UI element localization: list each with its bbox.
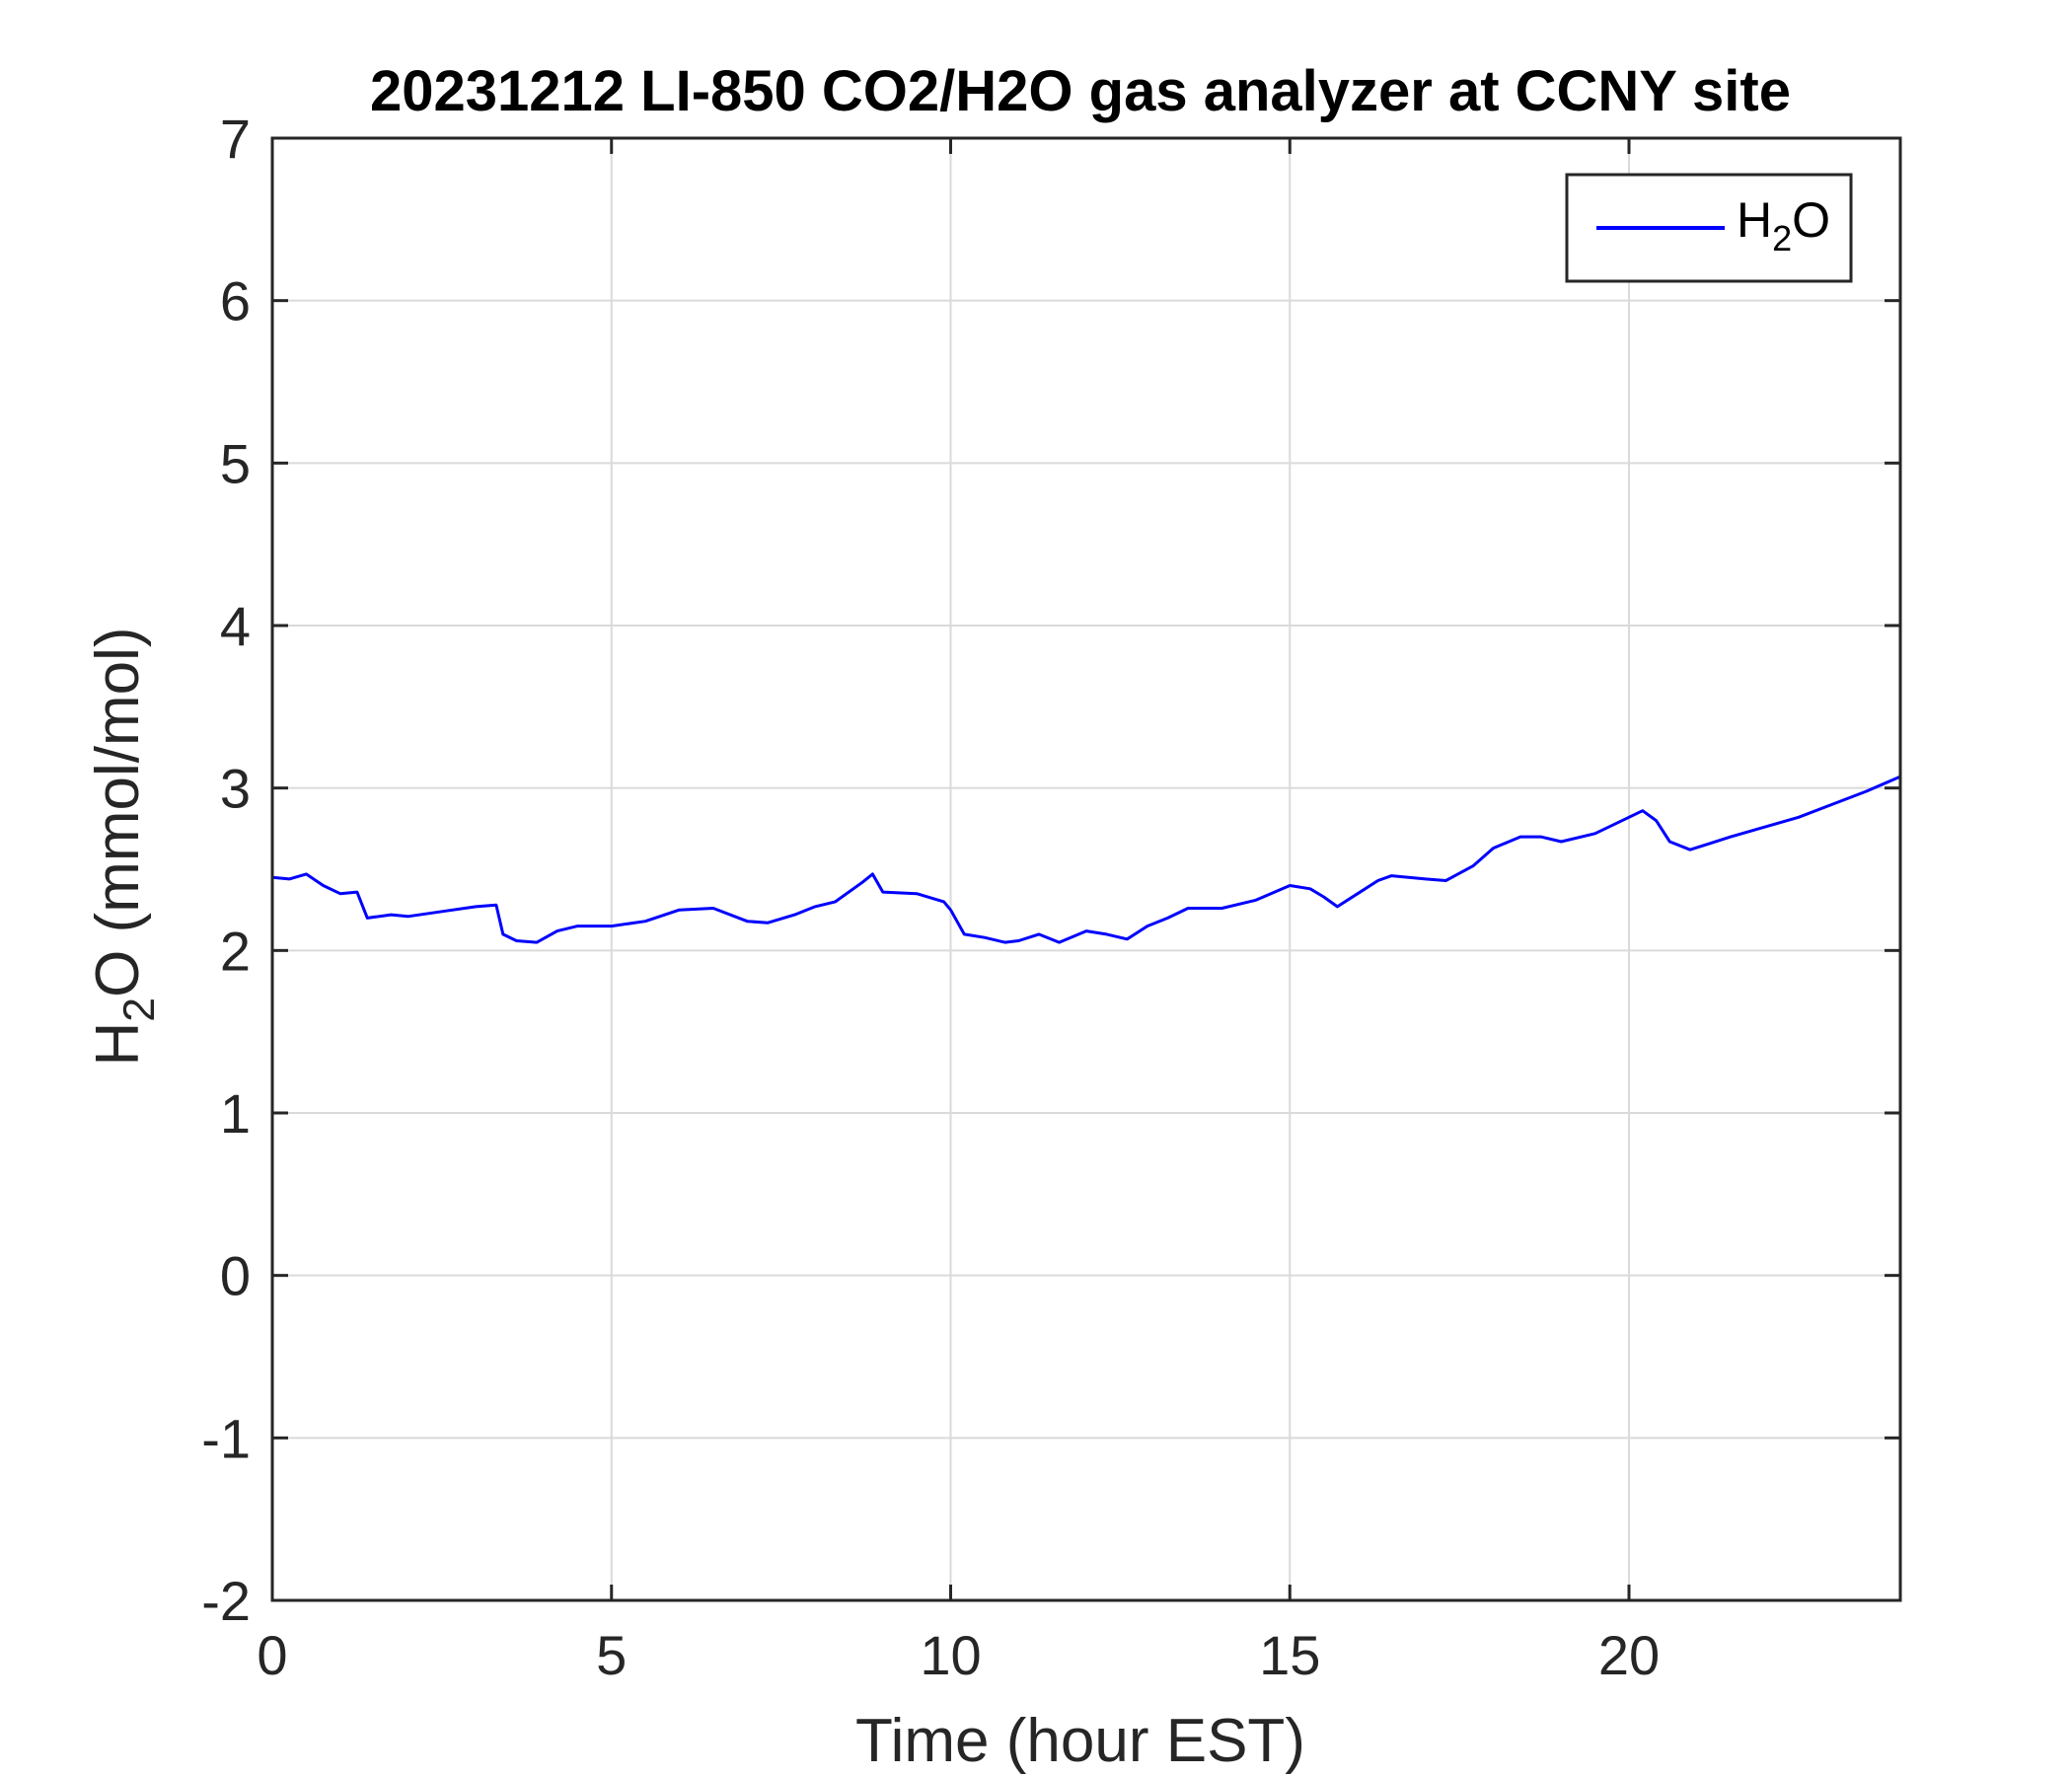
legend-label-main: H bbox=[1737, 192, 1772, 248]
legend-label-subscript: 2 bbox=[1772, 218, 1792, 259]
x-axis-label: Time (hour EST) bbox=[855, 1707, 1305, 1775]
x-tick-label: 15 bbox=[1259, 1624, 1320, 1686]
plot-area bbox=[272, 138, 1900, 1600]
series-layer bbox=[271, 775, 1901, 944]
x-tick-label: 5 bbox=[596, 1624, 627, 1686]
y-axis-label-rest: O (mmol/mol) bbox=[84, 627, 152, 997]
legend-label: H2O bbox=[1737, 192, 1830, 259]
legend: H2O bbox=[1565, 173, 1853, 283]
y-tick-label: 5 bbox=[220, 432, 251, 494]
y-tick-label: 6 bbox=[220, 270, 251, 333]
x-tick-label: 0 bbox=[257, 1624, 287, 1686]
x-tick-label: 20 bbox=[1598, 1624, 1660, 1686]
y-axis-label-subscript: 2 bbox=[115, 998, 164, 1022]
y-tick-label: 3 bbox=[220, 758, 251, 820]
y-tick-label: 2 bbox=[220, 920, 251, 982]
y-tick-label: 4 bbox=[220, 595, 251, 657]
y-tick-label: -2 bbox=[201, 1570, 251, 1632]
chart-title: 20231212 LI-850 CO2/H2O gas analyzer at … bbox=[370, 59, 1791, 123]
y-tick-label: 7 bbox=[220, 108, 251, 170]
legend-label-rest: O bbox=[1792, 192, 1830, 248]
x-tick-label: 10 bbox=[920, 1624, 981, 1686]
y-tick-label: -1 bbox=[201, 1407, 251, 1469]
y-axis-label: H2O (mmol/mol) bbox=[84, 627, 164, 1066]
plot-frame bbox=[270, 136, 1902, 1602]
series-line-h2o bbox=[271, 775, 1901, 944]
y-axis-label-main: H bbox=[84, 1022, 152, 1067]
tick-labels: 0 5 10 15 20 -2 -1 0 1 2 3 4 5 6 7 bbox=[201, 108, 1660, 1686]
y-tick-label: 0 bbox=[220, 1245, 251, 1307]
y-tick-label: 1 bbox=[220, 1082, 251, 1145]
